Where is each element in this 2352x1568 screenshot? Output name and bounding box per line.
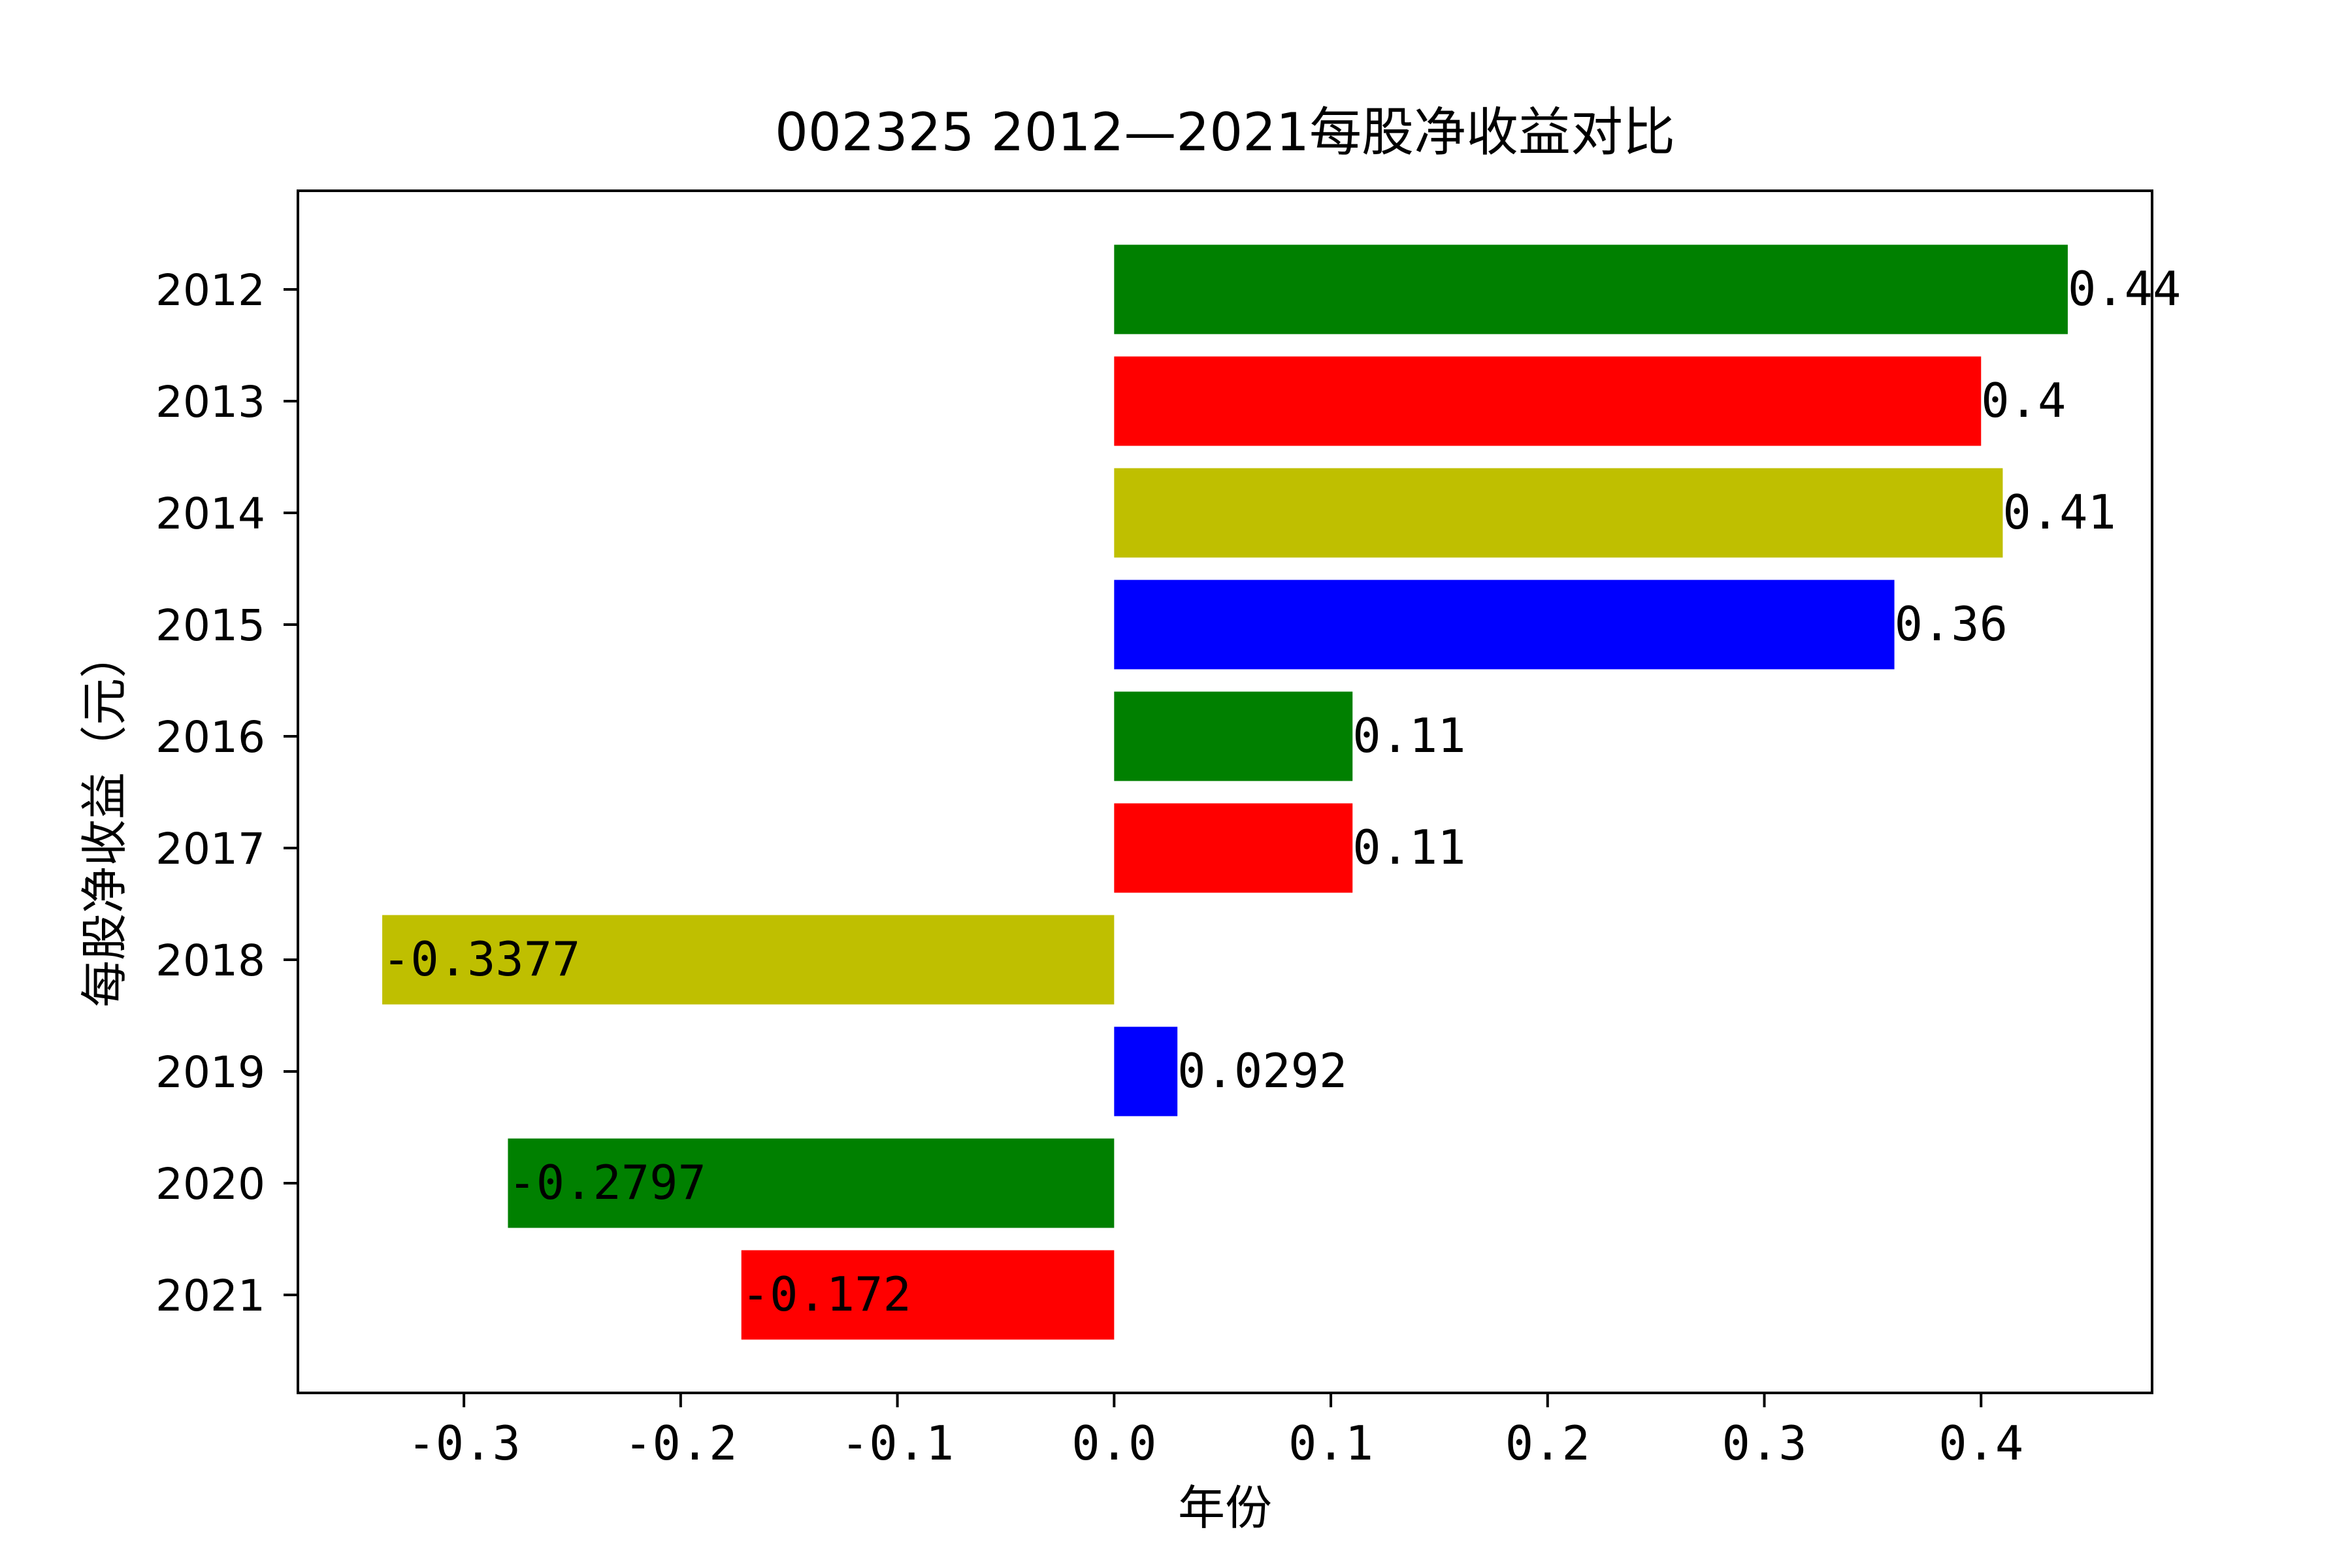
y-tick-label-2018: 2018: [155, 936, 265, 986]
bar-value-label-2015: 0.36: [1895, 596, 2008, 651]
y-tick-label-2021: 2021: [155, 1271, 265, 1321]
x-axis-label: 年份: [1178, 1480, 1272, 1535]
x-tick-label-3: 0.0: [1071, 1416, 1156, 1471]
bar-value-label-2012: 0.44: [2068, 261, 2181, 316]
bar-2012: [1114, 244, 2068, 335]
chart-title: 002325 2012—2021每股净收益对比: [775, 102, 1675, 163]
bar-2020: [508, 1138, 1115, 1228]
bar-2017: [1114, 803, 1353, 893]
bar-value-label-2014: 0.41: [2002, 485, 2115, 540]
bar-2014: [1114, 468, 2003, 558]
y-ticks-group: 2012 2013 2014 2015 2016 2017 2018 2019 2020 2021: [155, 265, 298, 1321]
bar-2019: [1114, 1026, 1178, 1117]
bar-value-label-2018: -0.3377: [382, 932, 580, 987]
y-tick-label-2013: 2013: [155, 377, 265, 427]
x-tick-label-7: 0.4: [1938, 1416, 2023, 1471]
x-ticks-group: -0.3 -0.2 -0.1 0.0 0.1 0.2 0.3 0.4: [407, 1393, 2023, 1471]
bar-value-label-2017: 0.11: [1352, 820, 1465, 875]
bar-2018: [382, 915, 1115, 1005]
y-tick-label-2012: 2012: [155, 265, 265, 316]
y-tick-label-2014: 2014: [155, 489, 265, 539]
bar-labels-group: 0.44 0.4 0.41 0.36 0.11 0.11 -0.3377 0.0292 -0.2…: [382, 261, 2181, 1322]
bar-2015: [1114, 580, 1895, 670]
y-tick-label-2019: 2019: [155, 1047, 265, 1098]
bar-value-label-2016: 0.11: [1352, 708, 1465, 763]
x-tick-label-4: 0.1: [1288, 1416, 1373, 1471]
bar-value-label-2013: 0.4: [1981, 373, 2066, 428]
y-axis-label: 每股净收益（元）: [77, 631, 132, 1007]
y-tick-label-2015: 2015: [155, 600, 265, 651]
y-tick-label-2017: 2017: [155, 824, 265, 874]
bar-2016: [1114, 691, 1353, 781]
y-tick-label-2020: 2020: [155, 1159, 265, 1209]
bar-2013: [1114, 356, 1982, 446]
bar-value-label-2021: -0.172: [742, 1267, 911, 1322]
y-tick-label-2016: 2016: [155, 712, 265, 762]
x-tick-label-6: 0.3: [1722, 1416, 1807, 1471]
plot-frame: [297, 189, 2153, 1394]
x-tick-label-1: -0.2: [624, 1416, 737, 1471]
bars-group: [382, 244, 2068, 1340]
x-tick-label-5: 0.2: [1505, 1416, 1590, 1471]
bar-value-label-2019: 0.0292: [1177, 1043, 1347, 1098]
bar-value-label-2020: -0.2797: [508, 1155, 706, 1210]
x-tick-label-2: -0.1: [841, 1416, 954, 1471]
x-tick-label-0: -0.3: [407, 1416, 520, 1471]
bar-2021: [741, 1250, 1115, 1340]
